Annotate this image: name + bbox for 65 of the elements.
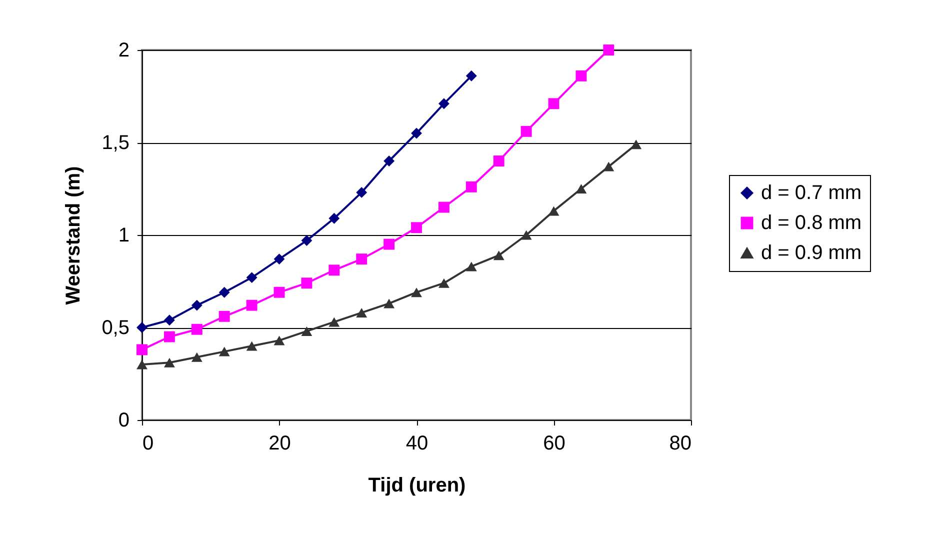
point [328,317,340,327]
point [191,324,202,335]
y-tick-label: 2 [118,40,130,62]
point [164,331,175,342]
point [438,98,450,110]
point [630,140,642,150]
point [493,156,504,166]
x-tick-label: 80 [669,432,692,454]
point [466,70,477,82]
point [191,352,202,362]
point [603,44,614,56]
x-tick-label: 20 [268,432,291,454]
point [603,162,614,172]
point [466,181,477,192]
point [301,326,312,336]
point [301,278,312,289]
legend-label: d = 0.7 mm [761,182,862,204]
y-tick-label: 1,5 [102,132,130,154]
legend-label: d = 0.8 mm [761,212,862,234]
point [520,126,532,137]
point [246,272,258,284]
point [136,344,148,356]
x-tick-label: 40 [406,432,428,454]
y-axis-title: Weerstand (m) [62,166,85,305]
point [246,341,258,351]
point [411,128,422,139]
point [164,358,175,368]
point [274,286,285,298]
x-tick-label: 0 [142,432,154,454]
point [328,212,340,224]
point [384,156,395,166]
point [438,278,450,288]
point [218,286,230,298]
x-axis-title: Tijd (uren) [368,474,466,496]
point [136,360,148,370]
point [520,230,532,240]
point [356,186,368,198]
point [274,254,285,265]
y-tick-label: 1 [118,224,130,246]
point [356,254,368,265]
y-tick-label: 0 [118,410,130,432]
point [548,98,560,110]
y-tick-label: 0,5 [102,317,130,339]
point [384,298,395,308]
point [356,308,368,318]
point [328,264,340,276]
point [411,222,422,234]
point [246,300,258,311]
point [576,184,587,194]
legend-label: d = 0.9 mm [761,242,862,264]
x-tick-label: 60 [543,432,566,454]
point [164,314,175,326]
point [493,250,504,260]
point [136,322,148,333]
point [384,238,395,250]
point [218,346,230,356]
point [466,262,477,272]
point [191,300,202,311]
point [411,288,422,298]
point [438,202,450,213]
point [301,235,312,246]
point [576,70,587,82]
point [218,310,230,322]
point [274,336,285,346]
point [548,206,560,216]
